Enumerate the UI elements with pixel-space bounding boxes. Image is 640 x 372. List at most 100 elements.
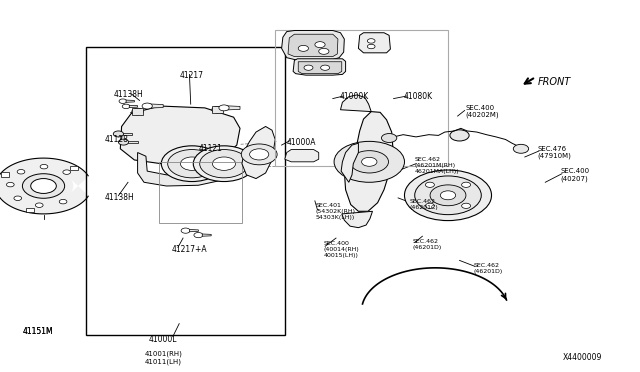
Polygon shape — [344, 112, 393, 211]
Polygon shape — [123, 133, 132, 135]
Circle shape — [250, 149, 269, 160]
Circle shape — [212, 106, 223, 113]
Circle shape — [426, 203, 435, 208]
Bar — [26, 208, 34, 212]
Polygon shape — [0, 158, 91, 214]
Polygon shape — [120, 106, 240, 164]
Polygon shape — [340, 95, 371, 112]
Polygon shape — [285, 150, 319, 162]
Circle shape — [14, 196, 22, 201]
Circle shape — [31, 179, 56, 193]
Polygon shape — [358, 33, 390, 53]
Circle shape — [200, 150, 248, 178]
Circle shape — [450, 130, 469, 141]
Text: 41001(RH)
41011(LH): 41001(RH) 41011(LH) — [144, 351, 182, 365]
Text: 41138H: 41138H — [104, 193, 134, 202]
Circle shape — [119, 99, 127, 103]
Circle shape — [298, 45, 308, 51]
Circle shape — [181, 228, 190, 233]
Text: X4400009: X4400009 — [563, 353, 603, 362]
Circle shape — [367, 39, 375, 43]
Text: FRONT: FRONT — [538, 77, 571, 87]
Circle shape — [404, 170, 492, 221]
Circle shape — [315, 42, 325, 48]
Circle shape — [17, 170, 25, 174]
Circle shape — [142, 103, 152, 109]
Polygon shape — [138, 153, 227, 186]
Text: SEC.400
(40207): SEC.400 (40207) — [561, 168, 590, 182]
Circle shape — [367, 44, 375, 49]
Text: 41151M: 41151M — [23, 327, 54, 336]
Circle shape — [35, 203, 43, 208]
Circle shape — [6, 182, 14, 187]
Circle shape — [63, 170, 70, 174]
Polygon shape — [202, 234, 211, 236]
Polygon shape — [342, 211, 372, 228]
Text: 41138H: 41138H — [114, 90, 143, 99]
Circle shape — [304, 65, 313, 70]
Polygon shape — [189, 230, 198, 232]
Circle shape — [381, 134, 397, 142]
Circle shape — [168, 150, 216, 178]
Bar — [86, 46, 285, 335]
Circle shape — [319, 48, 329, 54]
Circle shape — [461, 182, 470, 187]
Circle shape — [430, 185, 466, 206]
Polygon shape — [126, 100, 134, 102]
Circle shape — [219, 105, 229, 111]
Text: SEC.462
(46201C): SEC.462 (46201C) — [410, 199, 438, 210]
Bar — [212, 106, 223, 113]
Circle shape — [350, 151, 388, 173]
Circle shape — [180, 157, 204, 170]
Text: SEC.462
(46201D): SEC.462 (46201D) — [413, 239, 442, 250]
Text: 41151M: 41151M — [23, 327, 54, 336]
Polygon shape — [145, 104, 163, 108]
Text: SEC.401
(54302K(RH)
54303K(LH)): SEC.401 (54302K(RH) 54303K(LH)) — [316, 203, 356, 219]
Text: SEC.400
(40014(RH)
40015(LH)): SEC.400 (40014(RH) 40015(LH)) — [323, 241, 359, 257]
Polygon shape — [293, 59, 346, 75]
Circle shape — [212, 157, 236, 170]
Text: 41000L: 41000L — [149, 335, 177, 344]
Text: SEC.462
(46201D): SEC.462 (46201D) — [474, 263, 503, 274]
Circle shape — [113, 131, 124, 137]
Circle shape — [194, 232, 203, 238]
Circle shape — [118, 139, 129, 145]
Bar — [159, 162, 242, 223]
Circle shape — [241, 144, 277, 165]
Polygon shape — [282, 31, 344, 60]
Circle shape — [513, 144, 529, 153]
Circle shape — [362, 157, 377, 166]
Circle shape — [415, 176, 481, 215]
Bar — [1, 172, 8, 177]
Text: SEC.462
(46201M(RH)
46201MA(LH)): SEC.462 (46201M(RH) 46201MA(LH)) — [415, 157, 460, 174]
Polygon shape — [222, 106, 240, 110]
Circle shape — [440, 191, 456, 200]
Polygon shape — [129, 105, 138, 108]
Text: 41128: 41128 — [104, 135, 128, 144]
Text: 41121: 41121 — [198, 144, 222, 153]
Bar — [70, 166, 78, 170]
Polygon shape — [128, 141, 138, 143]
Polygon shape — [242, 126, 275, 179]
Polygon shape — [341, 143, 358, 182]
Polygon shape — [288, 34, 338, 57]
Text: SEC.476
(47910M): SEC.476 (47910M) — [538, 146, 572, 159]
Polygon shape — [298, 62, 342, 74]
Polygon shape — [71, 171, 94, 201]
Text: 41217: 41217 — [179, 71, 204, 80]
Text: 41000K: 41000K — [339, 92, 369, 101]
Circle shape — [161, 146, 223, 182]
Bar — [275, 30, 448, 166]
Circle shape — [40, 164, 48, 169]
Circle shape — [461, 203, 470, 208]
Circle shape — [426, 182, 435, 187]
Circle shape — [60, 199, 67, 204]
Circle shape — [122, 104, 130, 109]
Text: 41080K: 41080K — [403, 92, 433, 101]
Circle shape — [193, 146, 255, 182]
Circle shape — [22, 174, 65, 198]
Circle shape — [132, 108, 143, 115]
Circle shape — [321, 65, 330, 70]
Text: 41000A: 41000A — [287, 138, 316, 147]
Circle shape — [334, 141, 404, 182]
